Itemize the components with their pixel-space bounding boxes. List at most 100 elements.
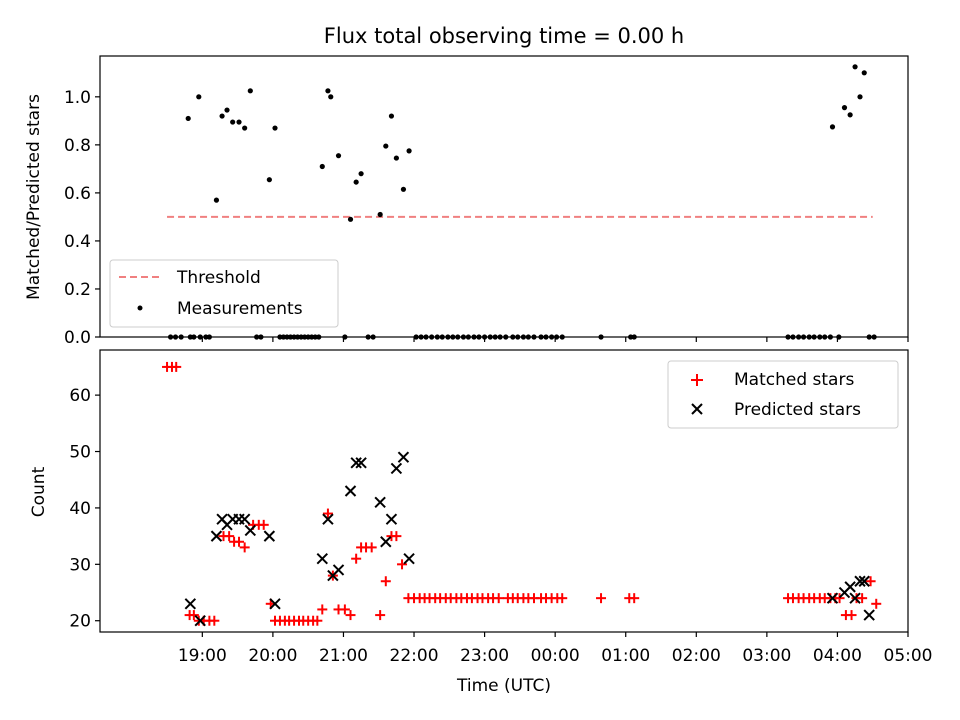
measurement-point <box>196 94 202 100</box>
matched-star-point <box>857 593 868 604</box>
bottom-xtick-label: 19:00 <box>178 646 227 666</box>
predicted-x-b <box>263 530 276 542</box>
matched-star-point <box>322 508 333 519</box>
bottom-ylabel: Count <box>29 466 49 517</box>
predicted-star-point <box>374 496 386 508</box>
measurement-point <box>553 334 560 340</box>
matched-star-point <box>351 553 362 564</box>
measurement-point <box>219 113 225 119</box>
predicted-star-point <box>350 457 362 469</box>
predicted-x-b <box>355 457 367 469</box>
top-ytick-label: 0.8 <box>64 136 91 156</box>
predicted-star-point <box>844 581 856 593</box>
measurement-point <box>559 334 565 340</box>
bottom-xtick-label: 20:00 <box>248 646 297 666</box>
predicted-x-b <box>844 581 856 593</box>
measurement-point <box>538 334 544 340</box>
measurement-point <box>185 115 191 122</box>
measurement-point <box>272 125 278 131</box>
matched-star-point <box>317 604 328 615</box>
predicted-x-b <box>244 524 257 537</box>
matched-star-point <box>871 598 882 609</box>
bottom-xtick-label: 05:00 <box>884 646 933 666</box>
predicted-x-b <box>332 564 345 576</box>
measurement-point <box>465 334 471 340</box>
measurement-point <box>418 334 424 340</box>
matched-star-point <box>258 519 269 530</box>
measurement-point <box>829 124 836 130</box>
predicted-x-b <box>374 496 386 508</box>
measurement-point <box>481 334 488 340</box>
matched-star-point <box>846 610 857 621</box>
bottom-xtick-label: 01:00 <box>601 646 650 666</box>
measurement-point <box>236 119 242 125</box>
top-ytick-label: 0.2 <box>64 280 91 300</box>
measurement-point <box>247 88 253 94</box>
measurement-point <box>598 334 604 340</box>
predicted-star-point <box>210 530 223 542</box>
bottom-legend-box <box>667 360 899 429</box>
predicted-star-point <box>269 598 281 610</box>
predicted-x-b <box>184 598 197 610</box>
legend-predicted-label: Predicted stars <box>734 400 861 420</box>
predicted-star-point <box>244 524 257 537</box>
matched-star-point <box>209 615 220 626</box>
bottom-axes-frame <box>99 349 909 633</box>
top-ytick-label: 0.4 <box>64 232 91 252</box>
measurement-point <box>811 334 817 340</box>
measurement-point <box>861 70 867 76</box>
measurement-point <box>178 334 184 340</box>
measurement-point <box>822 334 828 340</box>
predicted-star-point <box>826 592 839 604</box>
predicted-x-b <box>194 615 206 627</box>
bottom-ytick-label: 30 <box>69 555 91 575</box>
predicted-star-point <box>858 575 870 587</box>
measurement-point <box>353 179 359 185</box>
top-legend-box <box>109 259 339 328</box>
measurement-point <box>531 334 537 340</box>
matched-star-point <box>345 610 356 621</box>
matched-star-point <box>834 593 845 604</box>
predicted-x-b <box>344 485 357 497</box>
predicted-x-b <box>403 552 415 565</box>
predicted-x-b <box>322 513 334 525</box>
matched-star-point <box>493 593 504 604</box>
measurement-point <box>342 334 348 340</box>
measurement-point <box>434 334 440 340</box>
top-ytick-label: 1.0 <box>64 88 91 108</box>
measurement-point <box>871 334 877 340</box>
bottom-ytick-label: 40 <box>69 499 91 519</box>
measurement-point <box>487 334 493 340</box>
measurement-point <box>335 153 342 159</box>
measurement-point <box>796 334 802 340</box>
predicted-star-point <box>316 552 328 565</box>
measurement-point <box>347 216 354 222</box>
measurement-point <box>388 113 395 119</box>
measurement-point <box>471 334 477 340</box>
measurement-point <box>400 186 407 192</box>
measurement-point <box>515 334 521 340</box>
chart-title: Flux total observing time = 0.00 h <box>324 24 684 48</box>
measurement-point <box>841 105 848 111</box>
matched-star-point <box>366 542 377 553</box>
measurement-point <box>631 334 637 340</box>
measurement-point <box>827 334 833 340</box>
measurement-point <box>242 125 248 131</box>
predicted-x-b <box>863 609 875 621</box>
bottom-xtick-label: 03:00 <box>742 646 791 666</box>
predicted-star-point <box>355 457 367 469</box>
measurement-point <box>406 148 412 154</box>
measurement-point <box>852 64 858 70</box>
measurement-point <box>167 334 174 340</box>
measurement-point <box>383 143 389 149</box>
bottom-legend: Matched stars Predicted stars <box>667 360 899 429</box>
measurement-point <box>258 334 264 340</box>
predicted-x-b <box>849 592 861 604</box>
predicted-star-point <box>194 615 206 627</box>
measurement-point <box>316 334 322 340</box>
matched-star-point <box>188 610 199 621</box>
measurement-point <box>370 334 376 340</box>
predicted-x-b <box>397 451 410 463</box>
matched-star-point <box>380 576 391 587</box>
predicted-x-b <box>238 513 251 525</box>
